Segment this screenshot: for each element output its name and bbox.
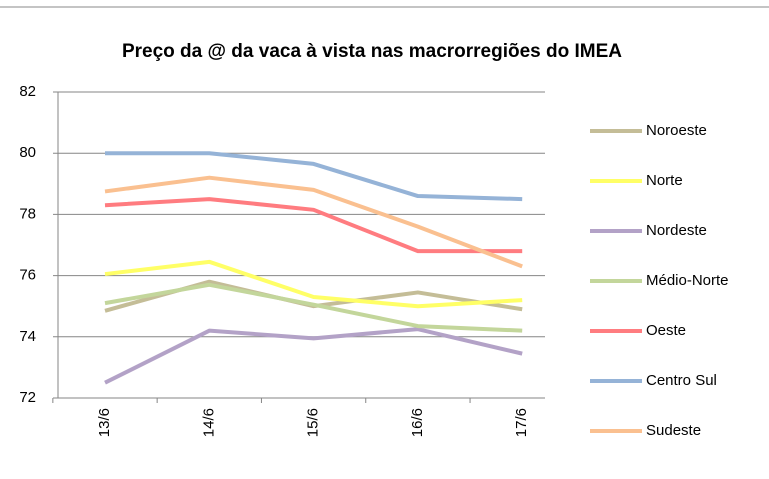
- legend-label: Sudeste: [646, 422, 701, 439]
- y-tick-label: 72: [19, 389, 36, 406]
- series-line: [104, 282, 523, 333]
- series-line: [105, 151, 523, 202]
- legend-label: Norte: [646, 172, 683, 189]
- legend-label: Centro Sul: [646, 372, 717, 389]
- series-line: [104, 327, 523, 385]
- x-tick-label: 16/6: [409, 408, 426, 437]
- x-tick-label: 17/6: [513, 408, 530, 437]
- y-tick-label: 82: [19, 83, 36, 100]
- y-tick-label: 74: [19, 328, 36, 345]
- legend-label: Noroeste: [646, 122, 707, 139]
- series-line: [104, 197, 523, 254]
- y-tick-label: 76: [19, 267, 36, 284]
- y-tick-label: 80: [19, 144, 36, 161]
- x-tick-label: 13/6: [96, 408, 113, 437]
- y-tick-label: 78: [19, 205, 36, 222]
- series-line: [104, 259, 523, 309]
- x-tick-label: 15/6: [305, 408, 322, 437]
- series-line: [104, 175, 523, 269]
- legend-label: Oeste: [646, 322, 686, 339]
- x-tick-label: 14/6: [200, 408, 217, 437]
- legend-label: Médio-Norte: [646, 272, 729, 289]
- legend-label: Nordeste: [646, 222, 707, 239]
- chart-title: Preço da @ da vaca à vista nas macrorreg…: [122, 41, 622, 62]
